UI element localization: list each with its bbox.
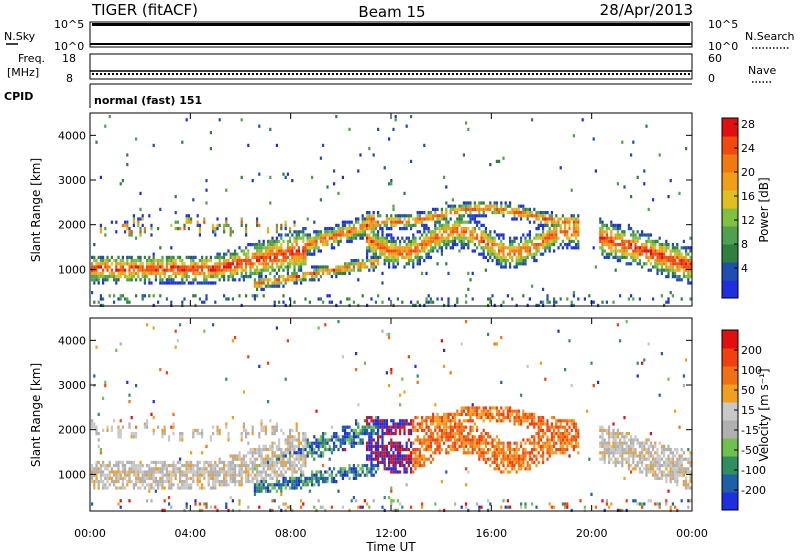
colorbar-swatch <box>722 348 738 367</box>
nsky-tick-bottom: 10^0 <box>54 40 84 53</box>
freq-panel-frame <box>89 53 693 80</box>
x-tick-label: 04:00 <box>174 527 206 540</box>
colorbar-swatch <box>722 402 738 421</box>
colorbar-swatch <box>722 262 738 281</box>
velocity-panel: 1000 2000 3000 4000 Slant Range [km] <box>29 317 693 512</box>
power-colorbar-label: Power [dB] <box>757 177 771 242</box>
freq-tick-bottom: 8 <box>66 72 73 85</box>
freq-label: Freq. <box>18 52 45 65</box>
power-colorbar-tick: 8 <box>741 238 748 251</box>
cpid-text: normal (fast) 151 <box>94 94 202 107</box>
velocity-colorbar-tick: -15 <box>741 424 759 437</box>
colorbar-swatch <box>722 420 738 439</box>
y-tick-label: 1000 <box>58 468 86 481</box>
velocity-colorbar-tick: 50 <box>741 384 755 397</box>
colorbar-swatch <box>722 366 738 385</box>
power-colorbar-tick: 16 <box>741 190 755 203</box>
power-ylabel: Slant Range [km] <box>29 158 43 262</box>
colorbar-frame <box>721 117 739 299</box>
cpid-label: CPID <box>4 90 33 103</box>
nsearch-label: N.Search <box>745 30 795 43</box>
velocity-heatmap <box>91 320 692 512</box>
power-y-axis: 1000 2000 3000 4000 <box>58 129 692 276</box>
velocity-colorbar-tick: -100 <box>741 464 766 477</box>
nsky-label: N.Sky <box>4 30 36 43</box>
colorbar-swatch <box>722 172 738 191</box>
time-axis-label: Time UT <box>365 540 416 554</box>
colorbar-swatch <box>722 492 738 511</box>
y-tick-label: 3000 <box>58 174 86 187</box>
x-tick-label: 00:00 <box>676 527 708 540</box>
colorbar-swatch <box>722 474 738 493</box>
y-tick-label: 4000 <box>58 334 86 347</box>
colorbar-swatch <box>722 438 738 457</box>
colorbar-swatch <box>722 154 738 173</box>
y-tick-label: 4000 <box>58 129 86 142</box>
power-panel: 1000 2000 3000 4000 Slant Range [km] <box>29 112 693 307</box>
power-colorbar-tick: 28 <box>741 118 755 131</box>
y-tick-label: 2000 <box>58 219 86 232</box>
x-tick-label: 00:00 <box>74 527 106 540</box>
velocity-colorbar-tick: -50 <box>741 444 759 457</box>
x-tick-label: 12:00 <box>375 527 407 540</box>
power-colorbar-tick: 4 <box>741 262 748 275</box>
velocity-colorbar-tick: -200 <box>741 484 766 497</box>
nsky-tick-top: 10^5 <box>54 18 84 31</box>
power-colorbar-tick: 12 <box>741 214 755 227</box>
power-heatmap <box>91 115 692 307</box>
x-tick-label: 20:00 <box>576 527 608 540</box>
power-colorbar-tick: 24 <box>741 142 755 155</box>
power-frame <box>89 112 693 307</box>
x-tick-label: 08:00 <box>275 527 307 540</box>
velocity-colorbar-label: Velocity [m s⁻¹] <box>757 368 771 461</box>
colorbar-swatch <box>722 226 738 245</box>
nsearch-tick-bottom: 10^0 <box>708 40 738 53</box>
y-tick-label: 3000 <box>58 379 86 392</box>
nsky-trace <box>92 23 690 26</box>
y-tick-label: 2000 <box>58 424 86 437</box>
colorbar-swatch <box>722 330 738 349</box>
velocity-colorbar-tick: 15 <box>741 404 755 417</box>
colorbar-frame <box>721 329 739 511</box>
y-tick-label: 1000 <box>58 263 86 276</box>
velocity-colorbar-tick: 200 <box>741 344 762 357</box>
colorbar-swatch <box>722 190 738 209</box>
colorbar-swatch <box>722 280 738 299</box>
nave-tick-bottom: 0 <box>708 72 715 85</box>
colorbar-swatch <box>722 244 738 263</box>
velocity-ylabel: Slant Range [km] <box>29 363 43 467</box>
radar-title: TIGER (fitACF) <box>91 1 198 19</box>
x-tick-label: 16:00 <box>475 527 507 540</box>
velocity-colorbar: 200 100 50 15 -15 -50 -100 -200 <box>721 329 766 511</box>
nsky-panel-frame <box>89 21 693 48</box>
date-title: 28/Apr/2013 <box>600 1 693 19</box>
colorbar-swatch <box>722 384 738 403</box>
power-colorbar-tick: 20 <box>741 166 755 179</box>
nave-tick-top: 60 <box>708 52 722 65</box>
colorbar-swatch <box>722 136 738 155</box>
nave-label: Nave <box>748 64 776 77</box>
velocity-colorbar-tick: 100 <box>741 364 762 377</box>
velocity-y-axis: 1000 2000 3000 4000 <box>58 334 692 481</box>
colorbar-swatch <box>722 456 738 475</box>
power-colorbar: 4 8 12 16 20 24 28 <box>721 117 755 299</box>
beam-title: Beam 15 <box>358 3 425 21</box>
colorbar-swatch <box>722 118 738 137</box>
nsearch-tick-top: 10^5 <box>708 18 738 31</box>
colorbar-swatch <box>722 208 738 227</box>
freq-tick-top: 18 <box>62 52 76 65</box>
time-axis: 00:00 04:00 08:00 12:00 16:00 20:00 00:00 <box>74 113 708 540</box>
freq-unit: [MHz] <box>7 66 39 79</box>
